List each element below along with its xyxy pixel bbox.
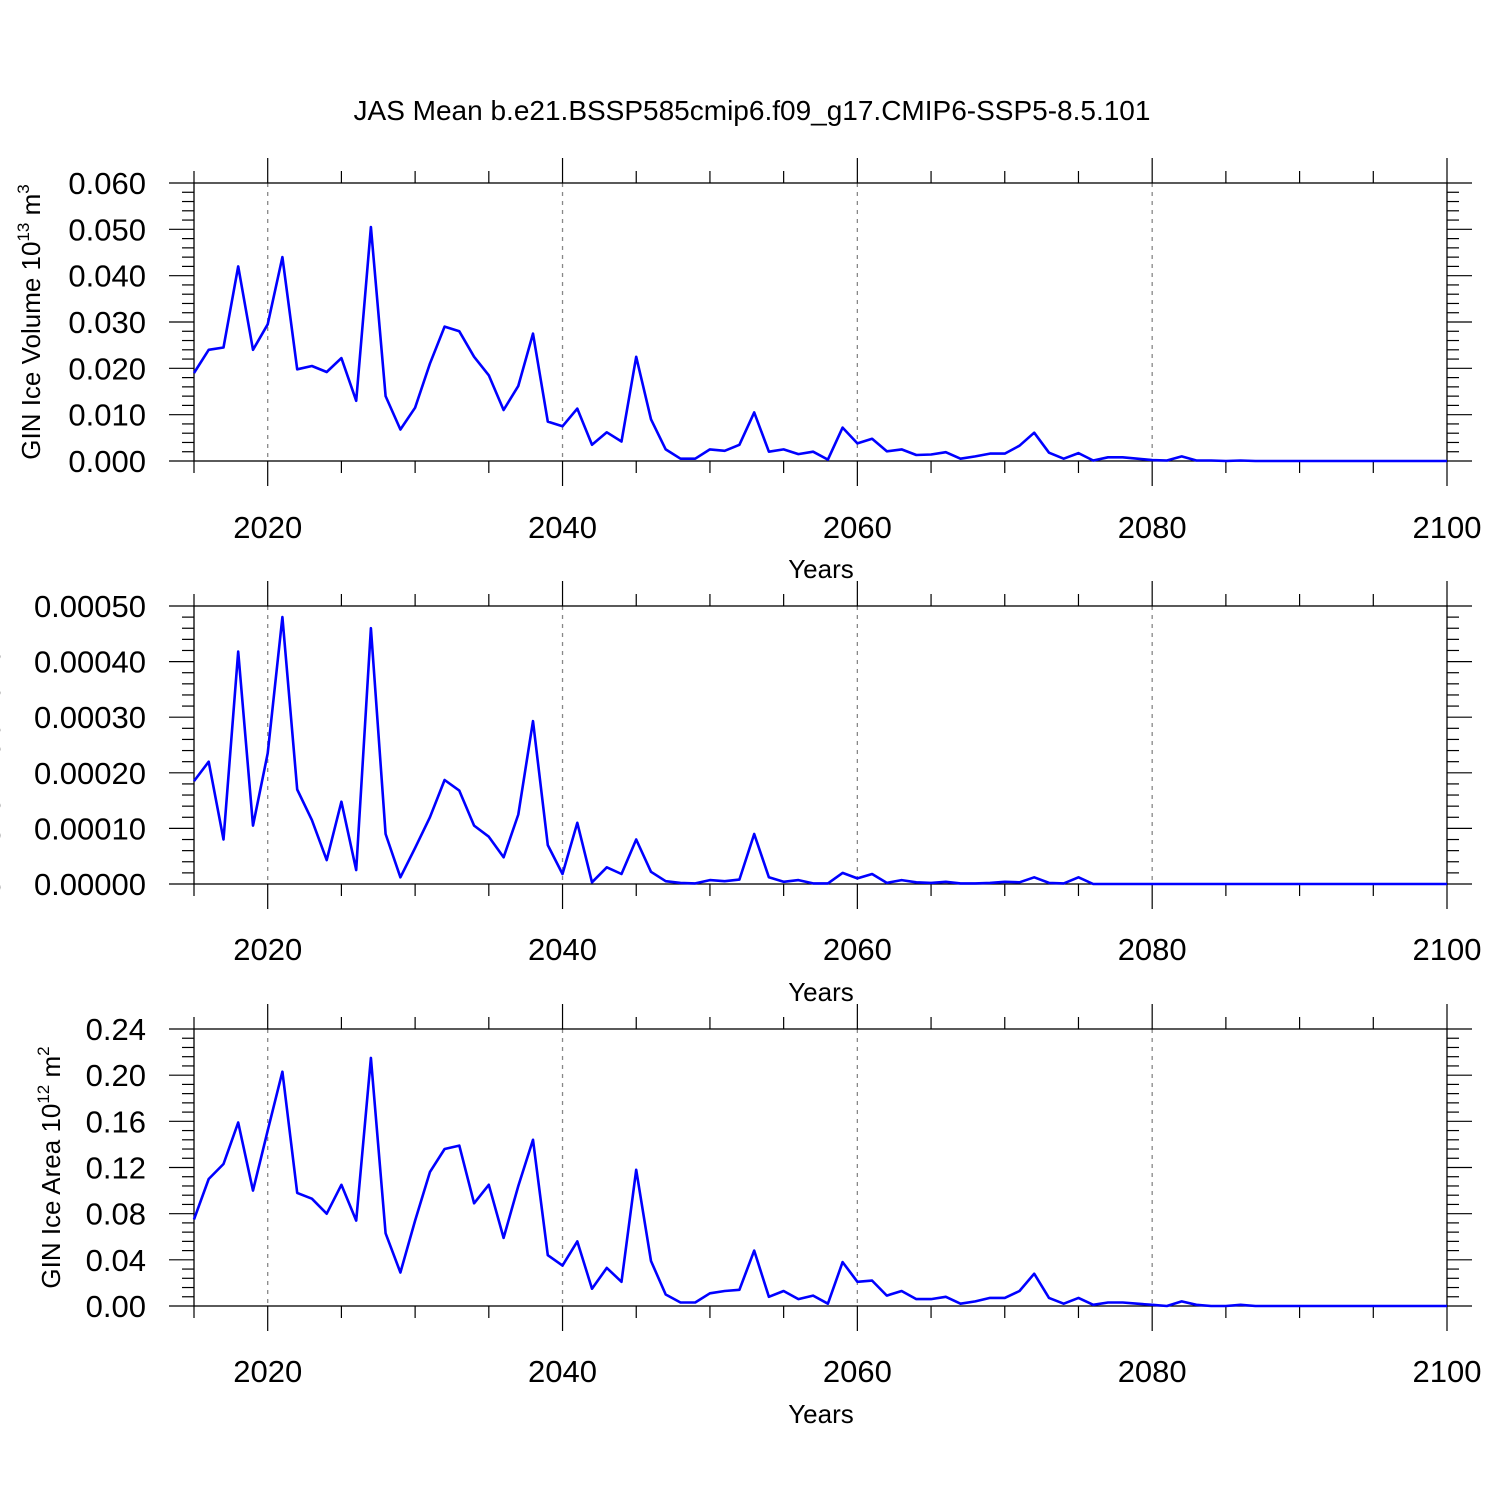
y-axis-title-main: GIN Ice Area 10 — [36, 1104, 66, 1289]
y-tick-label: 0.04 — [86, 1243, 146, 1278]
x-tick-label: 2040 — [528, 510, 597, 545]
series-line — [192, 1056, 1447, 1308]
y-tick-label: 0.050 — [68, 212, 146, 247]
x-tick-label: 2060 — [823, 1354, 892, 1389]
y-axis-title-unit: m — [36, 1056, 66, 1085]
x-tick-label: 2020 — [233, 510, 302, 545]
x-tick-label: 2100 — [1413, 510, 1482, 545]
y-tick-label: 0.24 — [86, 1012, 146, 1047]
x-tick-label: 2040 — [528, 1354, 597, 1389]
plot-frame — [193, 182, 1448, 462]
y-tick-label: 0.16 — [86, 1104, 146, 1139]
y-tick-label: 0.00050 — [34, 589, 146, 624]
panel-ice-volume: 2020 2040 2060 2080 2100 Years 0.000 0.010 0.020… — [14, 158, 1481, 584]
x-tick-label: 2080 — [1118, 510, 1187, 545]
y-tick-label: 0.00040 — [34, 645, 146, 680]
y-axis-title-main: GIN Snow Volume 10 — [0, 649, 6, 898]
x-tick-label: 2100 — [1413, 932, 1482, 967]
x-tick-label: 2080 — [1118, 932, 1187, 967]
x-tick-label: 2040 — [528, 932, 597, 967]
y-axis-title: GIN Snow Volume 1013 m3 — [0, 592, 6, 898]
x-axis-title: Years — [788, 977, 854, 1007]
x-axis-title: Years — [788, 1399, 854, 1429]
x-axis-title: Years — [788, 554, 854, 584]
y-axis-title-unit: m — [16, 194, 46, 223]
series-line — [192, 615, 1447, 886]
y-tick-label: 0.12 — [86, 1151, 146, 1186]
plot-frame — [193, 605, 1448, 885]
y-tick-label: 0.08 — [86, 1197, 146, 1232]
y-tick-label: 0.00000 — [34, 867, 146, 902]
y-tick-label: 0.00 — [86, 1289, 146, 1324]
y-tick-label: 0.020 — [68, 351, 146, 386]
y-axis-title-unit: m — [0, 602, 6, 631]
x-tick-label: 2020 — [233, 1354, 302, 1389]
panel-ice-area: 2020 2040 2060 2080 2100 Years 0.00 0.04 0.08 0.1… — [34, 1004, 1481, 1429]
series-line — [192, 225, 1447, 463]
y-tick-label: 0.030 — [68, 305, 146, 340]
y-axis-title: GIN Ice Area 1012 m2 — [34, 1046, 66, 1288]
y-axis-title-unit-exp: 2 — [34, 1046, 53, 1055]
figure-title: JAS Mean b.e21.BSSP585cmip6.f09_g17.CMIP… — [354, 95, 1151, 126]
y-axis-title-exp: 12 — [34, 1085, 53, 1104]
y-tick-label: 0.20 — [86, 1058, 146, 1093]
panel-snow-volume: 2020 2040 2060 2080 2100 Years 0.00000 0.00010 0… — [0, 581, 1481, 1007]
x-tick-label: 2060 — [823, 932, 892, 967]
x-tick-label: 2020 — [233, 932, 302, 967]
y-tick-label: 0.010 — [68, 398, 146, 433]
y-axis-title: GIN Ice Volume 1013 m3 — [14, 184, 46, 460]
y-axis-title-main: GIN Ice Volume 10 — [16, 242, 46, 460]
y-tick-label: 0.00020 — [34, 756, 146, 791]
plot-frame — [193, 1028, 1448, 1307]
y-tick-label: 0.00010 — [34, 811, 146, 846]
y-axis-title-unit-exp: 3 — [14, 184, 33, 193]
y-tick-label: 0.00030 — [34, 700, 146, 735]
x-tick-label: 2080 — [1118, 1354, 1187, 1389]
x-tick-label: 2100 — [1413, 1354, 1482, 1389]
y-axis-title-exp: 13 — [14, 223, 33, 242]
y-tick-label: 0.040 — [68, 259, 146, 294]
y-tick-label: 0.000 — [68, 444, 146, 479]
x-tick-label: 2060 — [823, 510, 892, 545]
y-tick-label: 0.060 — [68, 166, 146, 201]
